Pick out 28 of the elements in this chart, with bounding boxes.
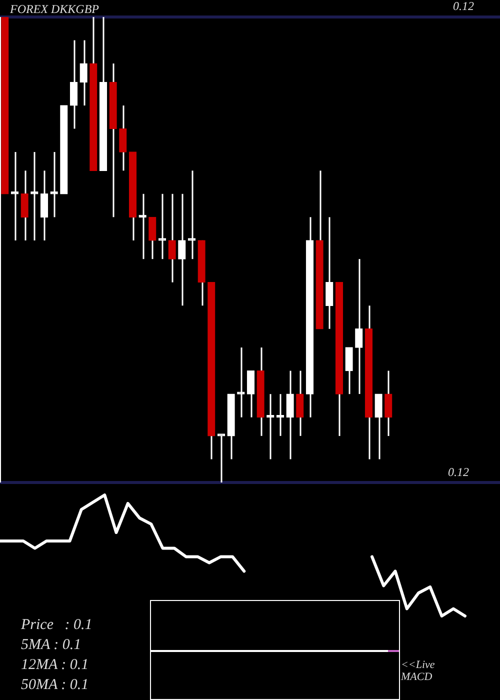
candlestick [246, 370, 255, 418]
candlestick [80, 40, 88, 106]
chart-title: FOREX DKKGBP [10, 2, 99, 16]
candlestick [168, 193, 176, 284]
text: <<Live MACD [401, 659, 436, 684]
text: 0.12 [453, 0, 474, 14]
candlestick [148, 216, 156, 260]
candlestick [188, 170, 196, 260]
text: 12MA : 0.1 [21, 657, 89, 674]
candlestick [178, 193, 186, 306]
text: 50MA : 0.1 [21, 677, 89, 694]
candlestick [119, 104, 127, 172]
candlestick [374, 393, 382, 460]
candlestick [326, 216, 334, 330]
candlestick [237, 346, 245, 418]
candlestick [355, 258, 363, 395]
candlestick [158, 193, 166, 260]
candlestick [70, 40, 78, 130]
candlestick [217, 434, 226, 484]
candlestick [286, 370, 294, 460]
text: 5MA : 0.1 [21, 637, 82, 654]
text: Price : 0.1 [21, 617, 92, 634]
text: 0.12 [448, 465, 469, 480]
candlestick [384, 370, 392, 437]
candlestick [296, 370, 304, 437]
candlestick [20, 170, 28, 242]
candlestick [40, 170, 48, 242]
candlestick [345, 346, 353, 395]
